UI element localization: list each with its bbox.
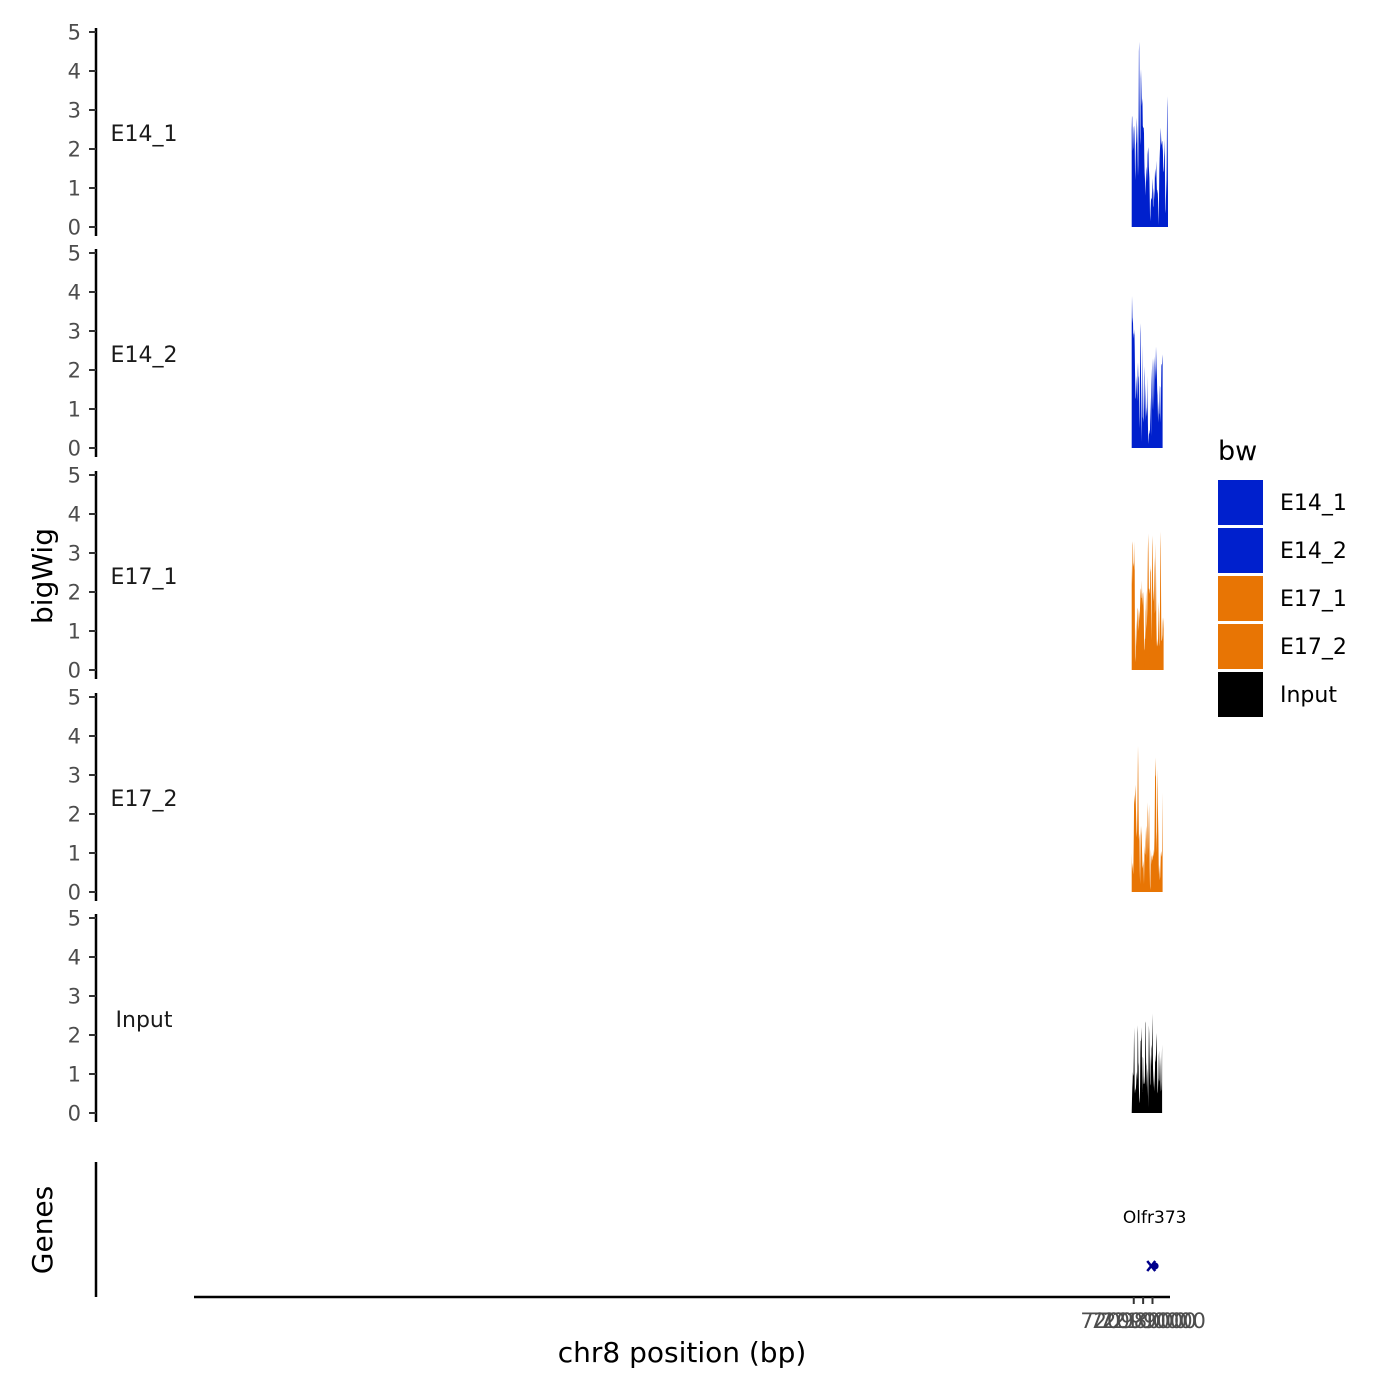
y-tick-label: 1 [68, 842, 81, 866]
y-tick-label: 1 [68, 177, 81, 201]
y-tick-label: 0 [68, 216, 81, 240]
y-tick-label: 4 [68, 281, 81, 305]
gene-Olfr373: Olfr373 [1123, 1208, 1187, 1272]
x-axis: chr8 position (bp) 720980007209900072100… [194, 1295, 1206, 1369]
y-tick-label: 3 [68, 764, 81, 788]
track-label: E17_2 [111, 787, 178, 812]
coverage-area [1131, 541, 1150, 670]
x-tick-label: 72099000 [1090, 1309, 1197, 1333]
y-tick-label: 0 [68, 881, 81, 905]
y-tick-label: 4 [68, 503, 81, 527]
y-axis-title: bigWig [26, 528, 59, 624]
y-tick-label: 0 [68, 659, 81, 683]
y-tick-label: 3 [68, 985, 81, 1009]
legend-label: E17_2 [1280, 635, 1347, 660]
y-tick-label: 4 [68, 60, 81, 84]
gene-start-marker [1146, 1260, 1157, 1272]
track-label: E14_2 [111, 343, 178, 368]
gene-track: Genes Olfr373 [26, 1162, 1186, 1297]
track-E14_1: 0 1 2 3 4 5 E14_1 [68, 21, 1168, 240]
y-tick-label: 2 [68, 803, 81, 827]
legend-title: bw [1218, 436, 1257, 467]
track-label: E14_1 [111, 122, 178, 147]
coverage-area [1131, 1021, 1149, 1113]
y-tick-label: 5 [68, 464, 81, 488]
track-Input: 0 1 2 3 4 5 Input [68, 907, 1163, 1126]
coverage-area [1149, 531, 1164, 670]
y-tick-label: 0 [68, 437, 81, 461]
legend-label: E14_2 [1280, 539, 1347, 564]
x-tick-label: 72098000 [1080, 1309, 1187, 1333]
legend-label: E14_1 [1280, 491, 1347, 516]
coverage-area [1131, 41, 1168, 227]
track-E17_1: 0 1 2 3 4 5 E17_1 [68, 464, 1164, 683]
legend-swatch [1218, 624, 1263, 669]
track-E17_2: 0 1 2 3 4 5 E17_2 [68, 686, 1163, 905]
coverage-area [1131, 295, 1158, 448]
y-tick-label: 1 [68, 620, 81, 644]
y-tick-label: 2 [68, 1024, 81, 1048]
y-tick-label: 5 [68, 242, 81, 266]
gene-label: Olfr373 [1123, 1208, 1187, 1228]
legend-entry-E14_1: E14_1 [1218, 480, 1347, 525]
y-tick-label: 5 [68, 907, 81, 931]
x-tick-label: 72100000 [1099, 1309, 1206, 1333]
y-tick-label: 2 [68, 581, 81, 605]
y-tick-label: 3 [68, 542, 81, 566]
y-tick-label: 2 [68, 138, 81, 162]
legend-label: Input [1280, 683, 1337, 708]
track-label: Input [116, 1008, 173, 1033]
legend-entry-E17_2: E17_2 [1218, 624, 1347, 669]
legend: bw E14_1 E14_2 E17_1 E17_2 Input [1218, 436, 1347, 717]
legend-swatch [1218, 672, 1263, 717]
y-tick-label: 3 [68, 320, 81, 344]
track-label: E17_1 [111, 565, 178, 590]
coverage-area [1148, 1013, 1163, 1113]
x-axis-title: chr8 position (bp) [558, 1336, 807, 1369]
legend-swatch [1218, 576, 1263, 621]
y-tick-label: 4 [68, 725, 81, 749]
y-tick-label: 1 [68, 1063, 81, 1087]
legend-label: E17_1 [1280, 587, 1347, 612]
y-tick-label: 2 [68, 359, 81, 383]
legend-swatch [1218, 528, 1263, 573]
coverage-tracks: 0 1 2 3 4 5 E14_1 0 1 2 3 4 5 E14_2 0 1 2 3 4 5 E17_1 0 1 2 3 4 5 E… [68, 21, 1168, 1126]
legend-swatch [1218, 480, 1263, 525]
coverage-area [1144, 533, 1152, 670]
y-tick-label: 3 [68, 99, 81, 123]
legend-entry-E17_1: E17_1 [1218, 576, 1347, 621]
track-E14_2: 0 1 2 3 4 5 E14_2 [68, 242, 1163, 461]
gene-end-marker [1151, 1262, 1159, 1270]
y-tick-label: 5 [68, 21, 81, 45]
y-tick-label: 4 [68, 946, 81, 970]
coverage-area [1131, 745, 1149, 892]
legend-entry-E14_2: E14_2 [1218, 528, 1347, 573]
coverage-area [1144, 1064, 1149, 1113]
coverage-area [1144, 757, 1163, 892]
legend-entry-Input: Input [1218, 672, 1337, 717]
y-tick-label: 5 [68, 686, 81, 710]
gene-track-title: Genes [26, 1186, 59, 1274]
coverage-area [1151, 346, 1163, 448]
y-tick-label: 1 [68, 398, 81, 422]
y-tick-label: 0 [68, 1102, 81, 1126]
